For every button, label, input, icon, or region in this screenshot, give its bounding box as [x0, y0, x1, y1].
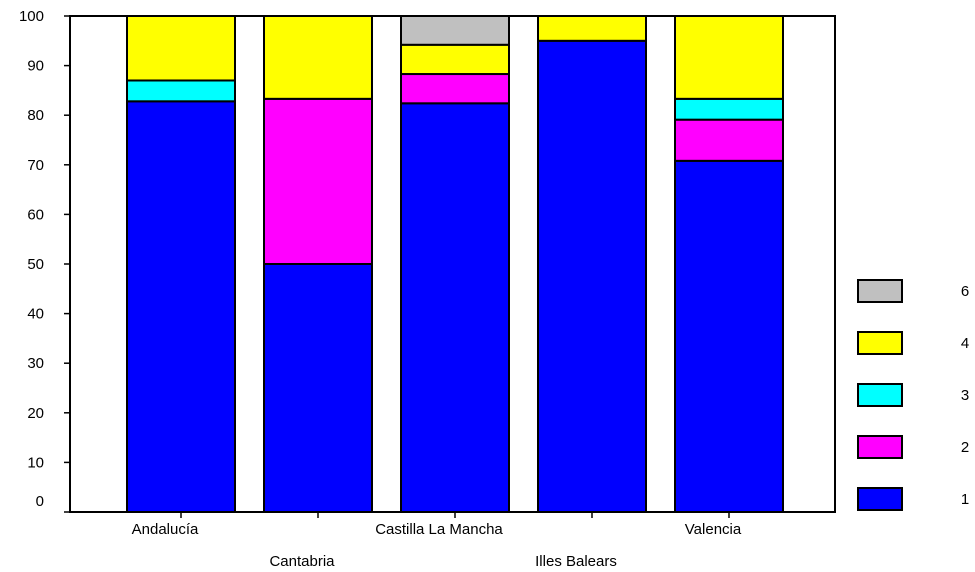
x-tick-label: Castilla La Mancha — [375, 521, 503, 538]
y-tick-label: 40 — [27, 306, 44, 323]
legend-label-2: 2 — [961, 439, 969, 456]
legend-label-3: 3 — [961, 387, 969, 404]
y-tick-label: 30 — [27, 355, 44, 372]
bar-segment-1-1 — [263, 263, 373, 513]
bar-segment-4-2 — [400, 43, 510, 76]
bar-segment-6-2 — [400, 15, 510, 46]
x-tick-label: Cantabria — [269, 553, 335, 570]
bar-segment-1-2 — [400, 102, 510, 514]
legend-label-4: 4 — [961, 335, 969, 352]
legend-swatch-3 — [857, 383, 903, 407]
bar-segment-2-1 — [263, 97, 373, 265]
bar-segment-1-3 — [537, 39, 647, 514]
legend-swatch-4 — [857, 331, 903, 355]
x-tick-label: Andalucía — [132, 521, 199, 538]
bar-segment-4-1 — [263, 15, 373, 100]
x-tick-label: Valencia — [685, 521, 742, 538]
legend-swatch-6 — [857, 279, 903, 303]
y-tick-label: 90 — [27, 58, 44, 75]
y-tick-label: 50 — [27, 256, 44, 273]
bar-segment-4-4 — [674, 15, 784, 100]
bar-segment-2-2 — [400, 73, 510, 105]
bar-segment-4-0 — [126, 15, 236, 82]
y-tick-label: 10 — [27, 454, 44, 471]
bar-segment-3-0 — [126, 79, 236, 103]
x-tick-label: Illes Balears — [535, 553, 617, 570]
bar-segment-3-4 — [674, 97, 784, 121]
y-tick-label: 80 — [27, 107, 44, 124]
legend: 6 4 3 2 1 — [857, 279, 969, 511]
legend-swatch-2 — [857, 435, 903, 459]
y-axis: 0 10 20 30 40 50 60 70 80 90 100 — [19, 8, 70, 513]
y-tick-label: 60 — [27, 206, 44, 223]
legend-label-1: 1 — [961, 491, 969, 508]
bars-layer — [126, 15, 784, 514]
bar-segment-1-4 — [674, 159, 784, 513]
y-tick-label: 100 — [19, 8, 44, 25]
y-tick-label: 0 — [36, 493, 44, 510]
bar-segment-2-4 — [674, 118, 784, 162]
x-axis: Andalucía Cantabria Castilla La Mancha Ille… — [132, 512, 742, 570]
legend-label-6: 6 — [961, 283, 969, 300]
bar-segment-4-3 — [537, 15, 647, 42]
bar-segment-1-0 — [126, 100, 236, 513]
legend-swatch-1 — [857, 487, 903, 511]
y-tick-label: 20 — [27, 405, 44, 422]
y-tick-label: 70 — [27, 157, 44, 174]
